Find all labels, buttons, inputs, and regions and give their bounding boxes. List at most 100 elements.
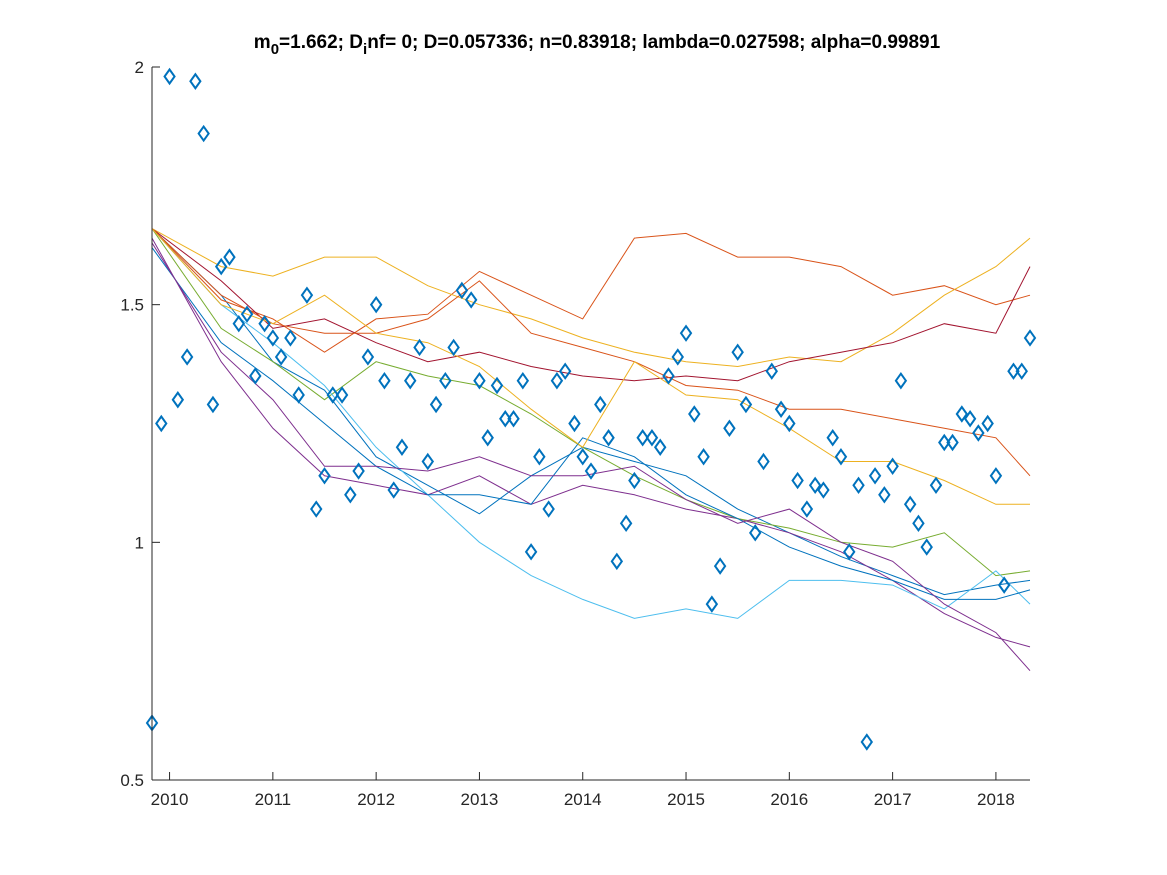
data-point <box>542 500 555 518</box>
data-point <box>447 338 460 357</box>
scatter-layer <box>145 67 1037 751</box>
data-point <box>163 67 176 86</box>
data-point <box>413 338 426 357</box>
y-tick-label: 2 <box>135 58 144 77</box>
data-point <box>610 552 624 571</box>
data-point <box>189 72 202 90</box>
data-point <box>972 424 985 442</box>
data-point <box>679 324 693 342</box>
data-point <box>455 281 469 300</box>
data-point <box>568 414 581 433</box>
data-point <box>868 467 882 485</box>
data-point <box>473 371 486 390</box>
series-line-6 <box>151 228 1031 619</box>
series-line-5 <box>151 228 1031 577</box>
data-point <box>326 386 339 404</box>
title-subscript-i: i <box>363 41 367 58</box>
data-point <box>490 376 504 395</box>
data-point <box>808 476 822 495</box>
data-point <box>929 476 943 495</box>
data-point <box>421 452 435 471</box>
data-point <box>602 429 615 447</box>
data-point <box>232 314 245 333</box>
data-point <box>223 248 236 266</box>
data-point <box>938 433 951 452</box>
data-point <box>344 486 357 504</box>
data-point <box>516 371 530 390</box>
data-point <box>765 362 778 380</box>
data-point <box>688 405 701 423</box>
data-point <box>903 495 917 514</box>
data-point <box>843 543 856 561</box>
data-point <box>369 295 383 314</box>
data-point <box>206 395 220 414</box>
data-point <box>963 410 977 428</box>
data-point <box>310 500 323 518</box>
data-point <box>155 414 168 433</box>
x-tick-label: 2017 <box>874 790 912 809</box>
data-point <box>697 448 710 466</box>
data-point <box>705 595 719 613</box>
series-line-10 <box>151 228 1030 505</box>
series-line-7 <box>151 228 1031 382</box>
data-point <box>739 395 753 414</box>
data-point <box>507 410 520 428</box>
x-tick-label: 2016 <box>770 790 808 809</box>
data-point <box>258 314 271 333</box>
data-point <box>946 433 959 452</box>
data-point <box>335 386 349 404</box>
data-point <box>800 500 814 518</box>
data-point <box>955 405 969 423</box>
data-point <box>318 467 331 485</box>
data-point <box>894 371 908 390</box>
series-line-11 <box>151 242 1031 672</box>
data-point <box>645 429 659 447</box>
data-point <box>619 514 633 533</box>
data-point <box>834 448 848 466</box>
data-point <box>1007 362 1020 380</box>
title-part-m: m <box>254 32 271 53</box>
data-point <box>550 371 564 390</box>
y-tick-label: 1 <box>135 533 144 552</box>
data-point <box>576 448 589 466</box>
x-tick-label: 2011 <box>255 790 292 809</box>
data-point <box>171 391 185 409</box>
data-point <box>429 395 443 414</box>
data-point <box>1015 362 1028 380</box>
data-point <box>878 486 891 504</box>
data-point <box>997 576 1011 594</box>
data-point <box>300 286 314 304</box>
y-tick-label: 0.5 <box>120 771 144 790</box>
data-point <box>653 438 667 456</box>
data-point <box>636 429 649 447</box>
series-line-8 <box>151 247 1031 600</box>
y-tick-label: 1.5 <box>120 296 144 315</box>
data-point <box>671 348 684 366</box>
series-line-4 <box>151 237 1031 648</box>
data-point <box>713 557 727 575</box>
data-point <box>524 543 538 561</box>
data-point <box>292 386 305 404</box>
data-point <box>404 371 417 390</box>
data-point <box>826 429 839 447</box>
data-point <box>214 257 228 276</box>
series-layer <box>151 228 1031 672</box>
data-point <box>464 291 478 309</box>
data-point <box>249 367 262 385</box>
series-line-1 <box>151 228 1031 596</box>
title-part-params: nf= 0; D=0.057336; n=0.83918; lambda=0.0… <box>367 32 940 53</box>
data-point <box>594 395 607 414</box>
data-point <box>912 514 925 533</box>
series-line-2 <box>151 228 1031 353</box>
x-tick-label: 2018 <box>977 790 1015 809</box>
data-point <box>981 414 994 433</box>
data-point <box>791 471 804 490</box>
data-point <box>860 733 874 751</box>
series-line-9 <box>151 228 1031 477</box>
ticks-layer: 0.5 1 1.5 2 2010 2011 2012 2013 2014 2015 2016 2017… <box>120 58 1014 809</box>
x-tick-label: 2015 <box>667 790 705 809</box>
data-point <box>352 462 365 480</box>
data-point <box>886 457 899 476</box>
x-tick-label: 2014 <box>564 790 602 809</box>
